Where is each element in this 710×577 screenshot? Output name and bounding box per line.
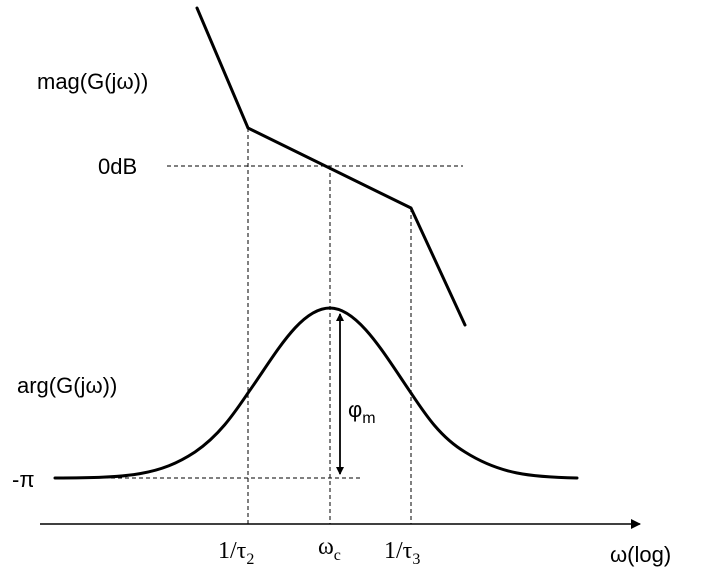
x-axis-label: ω(log) [610,542,671,567]
magnitude-curve [195,6,467,327]
phase-margin-symbol: φ [348,397,362,422]
phase-label: arg(G(jω)) [17,373,117,398]
minus-pi-label: -π [12,467,35,492]
magnitude-label: mag(G(jω)) [37,69,148,94]
tick-crossover-subscript: c [334,547,341,564]
tick-break-low: 1/τ2 [218,538,254,568]
zero-db-label: 0dB [98,154,137,179]
tick-crossover: ωc [318,534,341,564]
tick-break-low-prefix: 1/τ [218,538,247,564]
phase-margin-subscript: m [362,410,375,427]
tick-break-high-subscript: 3 [412,551,420,568]
tick-crossover-prefix: ω [318,534,334,560]
phase-margin-label: φm [348,397,376,427]
tick-break-high: 1/τ3 [384,538,420,568]
phase-curve [53,306,579,480]
tick-break-low-subscript: 2 [246,551,254,568]
tick-break-high-prefix: 1/τ [384,538,413,564]
